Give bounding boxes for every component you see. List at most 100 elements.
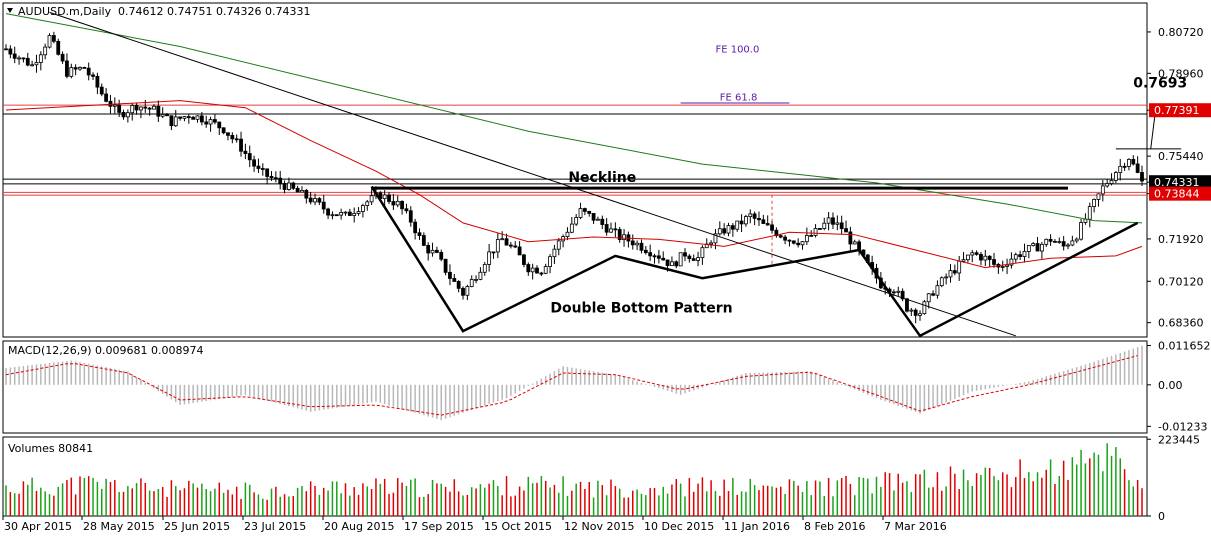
macd-histogram: [5, 345, 1143, 421]
macd-axis: 0.011652 0.00 -0.01233: [1147, 340, 1211, 433]
candle-body: [791, 240, 796, 244]
candle-body: [683, 252, 687, 257]
candle-body: [182, 116, 187, 119]
candle-body: [439, 252, 444, 260]
candle-body: [86, 67, 91, 76]
ohlc-readout: 0.74612 0.74751 0.74326 0.74331: [118, 5, 310, 18]
candle-body: [213, 119, 217, 123]
candle-body: [796, 242, 801, 246]
candle-body: [839, 222, 844, 229]
candle-body: [112, 104, 117, 107]
candle-body: [635, 242, 640, 246]
neckline-label: Neckline: [568, 170, 636, 186]
candle-body: [478, 271, 483, 280]
candle-body: [730, 225, 735, 230]
candle-body: [948, 270, 953, 278]
candle-body: [51, 35, 56, 42]
candle-body: [713, 233, 718, 244]
candle-body: [578, 208, 583, 218]
candle-body: [778, 235, 783, 238]
target-stem: [1150, 113, 1156, 149]
macd-panel: 0.011652 0.00 -0.01233 MACD(12,26,9) 0.009…: [2, 340, 1211, 434]
candle-body: [199, 115, 204, 123]
candle-body: [931, 293, 935, 296]
macd-signal-line: [5, 355, 1138, 416]
candle-body: [1061, 241, 1066, 247]
candle-body: [452, 278, 457, 282]
candle-body: [835, 222, 840, 225]
macd-panel-frame: [2, 340, 1148, 434]
candle-body: [395, 200, 400, 206]
price-tag-0.77391: [1149, 103, 1211, 118]
macd-tick-label: 0.00: [1158, 379, 1183, 392]
candle-body: [321, 201, 326, 210]
candle-body: [278, 177, 283, 184]
macd-tick-label: 0.011652: [1158, 340, 1211, 353]
candle-body: [822, 222, 827, 229]
candle-body: [809, 235, 814, 237]
candle-body: [813, 228, 818, 236]
price-overlays: [5, 11, 1182, 338]
candle-body: [265, 168, 270, 177]
price-tag-text-0.77391: 0.77391: [1154, 104, 1200, 117]
price-tick-label: 0.71920: [1158, 233, 1204, 246]
candle-body: [761, 219, 766, 224]
candle-body: [852, 241, 857, 245]
candle-body: [43, 46, 48, 56]
candle-body: [387, 194, 391, 202]
candle-body: [195, 115, 200, 120]
time-tick-label: 23 Jul 2015: [244, 520, 306, 533]
candle-body: [765, 223, 770, 226]
candle-body: [56, 40, 61, 55]
candle-body: [226, 132, 230, 136]
candle-body: [147, 107, 152, 110]
candle-body: [1022, 251, 1027, 257]
fe100-label: FE 100.0: [715, 44, 759, 55]
candle-body: [234, 138, 239, 141]
candle-body: [913, 309, 918, 316]
symbol-label: AUDUSD.m,Daily: [18, 5, 112, 18]
candle-body: [1140, 172, 1144, 182]
candle-body: [987, 255, 992, 260]
candle-body: [643, 249, 648, 254]
candle-body: [513, 245, 518, 248]
candle-body: [596, 218, 600, 221]
candle-body: [239, 138, 243, 152]
candle-body: [143, 106, 148, 109]
candle-body: [1087, 206, 1092, 220]
price-tag-text-0.74331: 0.74331: [1154, 176, 1200, 189]
candle-body: [317, 198, 322, 203]
volume-tick-label: 223445: [1158, 433, 1200, 446]
dropdown-icon: [7, 8, 13, 13]
candle-body: [256, 165, 261, 169]
candle-body: [1079, 222, 1083, 240]
target-label: 0.7693: [1133, 76, 1187, 92]
candle-body: [587, 210, 592, 214]
candle-body: [609, 228, 613, 233]
candle-body: [487, 251, 492, 265]
candle-body: [1092, 199, 1097, 207]
time-tick-label: 11 Jan 2016: [724, 520, 790, 533]
candle-body: [783, 236, 787, 241]
candle-body: [979, 254, 983, 261]
candle-body: [1044, 238, 1049, 245]
candle-body: [313, 198, 317, 203]
candle-body: [73, 67, 78, 70]
candle-body: [1013, 254, 1018, 260]
time-tick-label: 30 Apr 2015: [4, 520, 72, 533]
candle-body: [944, 276, 949, 279]
candle-body: [326, 208, 330, 216]
candle-body: [308, 197, 313, 203]
candle-body: [191, 116, 196, 120]
volume-bars: [5, 443, 1143, 516]
candle-body: [1135, 163, 1140, 173]
candle-body: [905, 298, 909, 312]
fe618-label: FE 61.8: [720, 93, 758, 104]
candle-body: [426, 245, 431, 254]
candle-body: [752, 213, 757, 219]
price-axis: 0.80720 0.78960 0.77391 0.75440 0.743310.738…: [1147, 26, 1211, 330]
candle-body: [1000, 266, 1005, 268]
candle-body: [939, 277, 944, 287]
candle-body: [287, 182, 291, 190]
candle-body: [952, 270, 957, 274]
